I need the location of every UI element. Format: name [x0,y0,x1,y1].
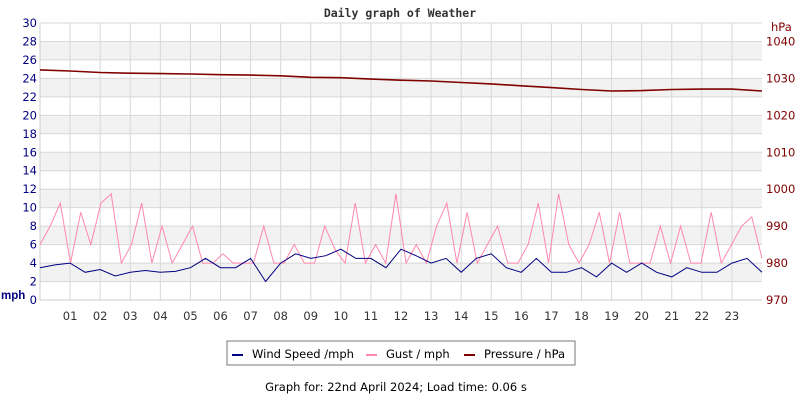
x-tick-label: 21 [664,309,679,323]
x-tick-label: 20 [634,309,649,323]
x-tick-label: 02 [93,309,108,323]
x-tick-label: 08 [273,309,288,323]
left-tick-label: 16 [22,145,37,159]
x-tick-label: 12 [394,309,409,323]
right-tick-label: 980 [766,256,788,270]
left-tick-label: 0 [30,293,37,307]
left-axis-label: mph [1,290,25,302]
x-tick-label: 04 [153,309,168,323]
series-line-pressure [39,69,763,92]
right-tick-label: 1020 [766,108,795,122]
x-tick-label: 16 [514,309,529,323]
x-tick-label: 09 [303,309,318,323]
right-tick-label: 990 [766,219,788,233]
x-tick-label: 03 [123,309,138,323]
left-tick-label: 6 [30,238,37,252]
legend-pressure: Pressure / hPa [484,347,565,361]
left-tick-label: 28 [22,34,37,48]
right-tick-label: 1000 [766,182,795,196]
x-tick-label: 13 [424,309,439,323]
x-tick-label: 22 [695,309,710,323]
x-tick-label: 05 [183,309,198,323]
x-tick-label: 23 [725,309,740,323]
x-tick-label: 06 [213,309,228,323]
left-tick-label: 18 [22,127,37,141]
x-tick-label: 14 [454,309,469,323]
right-tick-label: 970 [766,293,788,307]
x-tick-label: 17 [544,309,559,323]
left-tick-label: 30 [22,16,37,30]
left-tick-label: 22 [22,90,37,104]
left-tick-label: 26 [22,53,37,67]
footer-text: Graph for: 22nd April 2024; Load time: 0… [265,380,527,394]
legend-wind: Wind Speed /mph [252,347,354,361]
left-tick-label: 2 [30,275,37,289]
x-tick-label: 18 [574,309,589,323]
x-tick-label: 10 [334,309,349,323]
chart-title: Daily graph of Weather [324,6,476,20]
x-tick-label: 11 [364,309,379,323]
left-tick-label: 4 [30,256,37,270]
left-tick-label: 20 [22,108,37,122]
x-tick-label: 15 [484,309,499,323]
left-tick-label: 24 [22,71,37,85]
right-tick-label: 1030 [766,71,795,85]
left-tick-label: 14 [22,164,37,178]
x-tick-label: 07 [243,309,258,323]
left-tick-label: 10 [22,201,37,215]
legend-gust: Gust / mph [386,347,450,361]
right-tick-label: 1040 [766,34,795,48]
x-tick-label: 19 [604,309,619,323]
right-tick-label: 1010 [766,145,795,159]
left-tick-label: 12 [22,182,37,196]
left-tick-label: 8 [30,219,37,233]
legend: Wind Speed /mph Gust / mph Pressure / hP… [226,340,576,366]
x-tick-label: 01 [63,309,78,323]
right-axis-label: hPa [771,20,792,34]
legend-box [226,340,576,366]
series-line-wind [39,248,763,283]
